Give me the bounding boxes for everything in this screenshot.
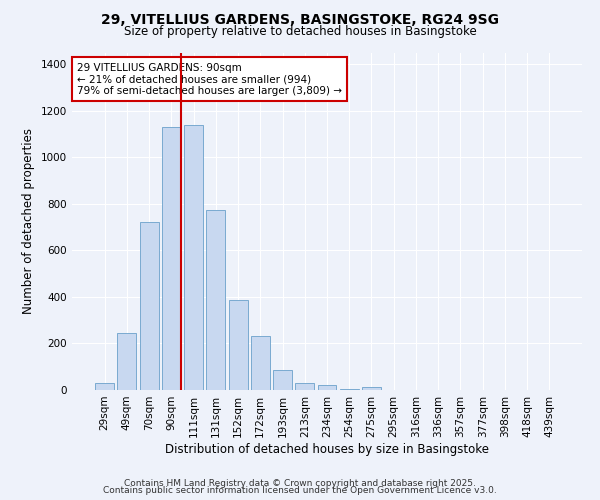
Bar (184, 124, 203, 390)
Bar (95, 383, 114, 390)
Bar (162, 127, 181, 390)
Bar (229, 300, 248, 390)
Bar (317, 386, 337, 390)
Text: 29, VITELLIUS GARDENS, BASINGSTOKE, RG24 9SG: 29, VITELLIUS GARDENS, BASINGSTOKE, RG24… (101, 12, 499, 26)
Text: Contains HM Land Registry data © Crown copyright and database right 2025.: Contains HM Land Registry data © Crown c… (124, 478, 476, 488)
Bar (140, 222, 158, 390)
Text: Size of property relative to detached houses in Basingstoke: Size of property relative to detached ho… (124, 25, 476, 38)
Bar (295, 383, 314, 390)
X-axis label: Distribution of detached houses by size in Basingstoke: Distribution of detached houses by size … (165, 442, 489, 456)
Bar (118, 333, 136, 390)
Bar (273, 370, 292, 390)
Y-axis label: Number of detached properties: Number of detached properties (22, 128, 35, 314)
Bar (340, 389, 359, 390)
Bar (251, 336, 270, 390)
Bar (362, 386, 381, 390)
Text: 29 VITELLIUS GARDENS: 90sqm
← 21% of detached houses are smaller (994)
79% of se: 29 VITELLIUS GARDENS: 90sqm ← 21% of det… (77, 62, 342, 96)
Text: Contains public sector information licensed under the Open Government Licence v3: Contains public sector information licen… (103, 486, 497, 495)
Bar (206, 210, 225, 390)
